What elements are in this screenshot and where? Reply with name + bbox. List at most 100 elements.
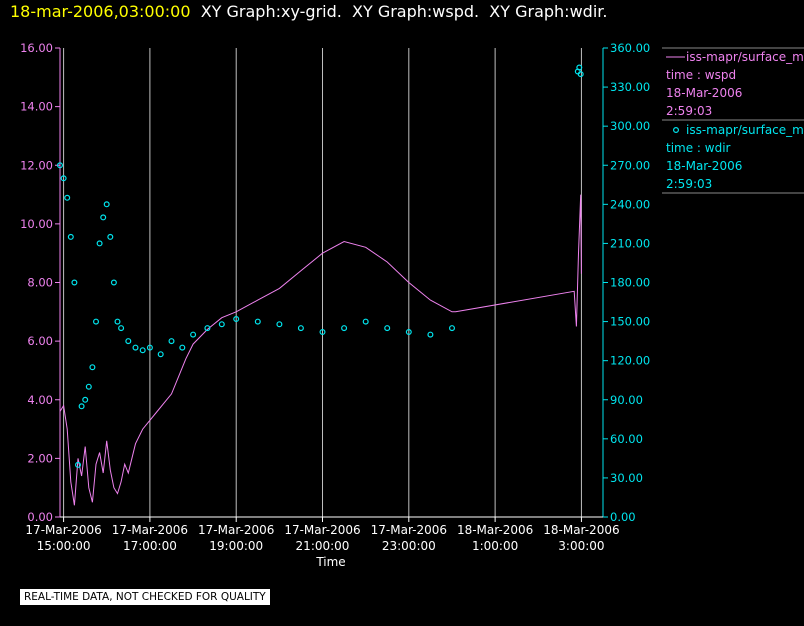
wdir-point <box>204 325 211 332</box>
wdir-series <box>56 64 584 468</box>
wdir-point <box>118 325 125 332</box>
graph-name-wdir: XY Graph:wdir. <box>489 2 608 21</box>
wdir-point <box>254 318 261 325</box>
legend-wdir-line3: 2:59:03 <box>666 177 712 191</box>
wdir-point <box>146 344 153 351</box>
legend-wdir-line1: time : wdir <box>666 141 731 155</box>
legend-wdir-series: iss-mapr/surface_m <box>686 123 804 137</box>
wdir-point <box>110 279 117 286</box>
x-tick-date: 18-Mar-2006 <box>457 523 533 537</box>
wdir-point <box>576 64 583 71</box>
wdir-point <box>100 214 107 221</box>
x-tick-date: 17-Mar-2006 <box>112 523 188 537</box>
wdir-point <box>74 461 81 468</box>
legend-wdir-line2: 18-Mar-2006 <box>666 159 742 173</box>
wdir-point <box>362 318 369 325</box>
right-tick-label: 150.00 <box>610 315 650 329</box>
left-tick-label: 2.00 <box>27 451 53 465</box>
wdir-point <box>190 331 197 338</box>
x-tick-time: 15:00:00 <box>37 539 91 553</box>
wdir-point <box>427 331 434 338</box>
legend-wspd-line2: 18-Mar-2006 <box>666 86 742 100</box>
graph-name-xy-grid: XY Graph:xy-grid. <box>200 2 342 21</box>
wdir-point <box>64 194 71 201</box>
x-tick-time: 3:00:00 <box>558 539 604 553</box>
right-tick-label: 210.00 <box>610 236 650 250</box>
wdir-point <box>132 344 139 351</box>
wdir-point <box>233 316 240 323</box>
x-tick-time: 23:00:00 <box>382 539 436 553</box>
right-tick-label: 90.00 <box>610 393 643 407</box>
wspd-series <box>59 194 582 506</box>
wdir-point <box>85 383 92 390</box>
wdir-point <box>96 240 103 247</box>
left-tick-label: 10.00 <box>20 217 53 231</box>
wdir-point <box>168 338 175 345</box>
left-tick-label: 4.00 <box>27 393 53 407</box>
right-tick-label: 180.00 <box>610 276 650 290</box>
wdir-point <box>276 321 283 328</box>
legend-wspd-line1: time : wspd <box>666 68 736 82</box>
x-axis-ticks: 17-Mar-2006 15:00:00 17-Mar-2006 17:00:00 17… <box>25 517 620 553</box>
left-tick-label: 12.00 <box>20 158 53 172</box>
wdir-point <box>89 364 96 371</box>
data-quality-notice: REAL-TIME DATA, NOT CHECKED FOR QUALITY <box>20 589 270 605</box>
left-tick-label: 0.00 <box>27 510 53 524</box>
right-tick-label: 300.00 <box>610 119 650 133</box>
wdir-point <box>341 325 348 332</box>
wdir-point <box>92 318 99 325</box>
right-tick-label: 240.00 <box>610 197 650 211</box>
x-tick-date: 18-Mar-2006 <box>543 523 619 537</box>
right-tick-label: 60.00 <box>610 432 643 446</box>
wdir-point <box>107 233 114 240</box>
x-tick-time: 19:00:00 <box>209 539 263 553</box>
wdir-point <box>405 329 412 336</box>
right-y-axis-ticks: 0.00 30.00 60.00 90.00 120.00 150.00 180.00 210… <box>603 41 650 524</box>
wdir-point <box>60 175 67 182</box>
wdir-point <box>82 396 89 403</box>
vertical-grid-lines <box>63 48 582 517</box>
wdir-point <box>218 321 225 328</box>
x-tick-date: 17-Mar-2006 <box>25 523 101 537</box>
wdir-point <box>319 329 326 336</box>
wdir-point <box>577 71 584 78</box>
x-tick-date: 17-Mar-2006 <box>284 523 360 537</box>
wdir-point <box>71 279 78 286</box>
wdir-point <box>179 344 186 351</box>
wdir-point <box>139 347 146 354</box>
wdir-point <box>157 351 164 358</box>
right-tick-label: 270.00 <box>610 158 650 172</box>
x-tick-date: 17-Mar-2006 <box>371 523 447 537</box>
x-tick-time: 17:00:00 <box>123 539 177 553</box>
wspd-line <box>59 194 582 506</box>
left-tick-label: 8.00 <box>27 276 53 290</box>
right-tick-label: 30.00 <box>610 471 643 485</box>
wdir-point <box>125 338 132 345</box>
right-tick-label: 360.00 <box>610 41 650 55</box>
wdir-point <box>449 325 456 332</box>
x-tick-time: 21:00:00 <box>296 539 350 553</box>
legend-marker-icon <box>672 126 679 133</box>
x-axis-label: Time <box>315 555 345 569</box>
wdir-point <box>297 325 304 332</box>
wdir-point <box>56 162 63 169</box>
legend-wspd-series: iss-mapr/surface_m <box>686 50 804 64</box>
x-tick-date: 17-Mar-2006 <box>198 523 274 537</box>
wdir-point <box>78 403 85 410</box>
left-y-axis-ticks: 0.00 2.00 4.00 6.00 8.00 10.00 12.00 14.00 16.00 <box>20 41 60 524</box>
x-tick-time: 1:00:00 <box>472 539 518 553</box>
right-tick-label: 120.00 <box>610 354 650 368</box>
wdir-point <box>114 318 121 325</box>
left-tick-label: 6.00 <box>27 334 53 348</box>
graph-title-bar: 18-mar-2006,03:00:00 XY Graph:xy-grid. X… <box>10 0 607 24</box>
timestamp-label: 18-mar-2006,03:00:00 <box>10 2 191 21</box>
right-tick-label: 330.00 <box>610 80 650 94</box>
graph-name-wspd: XY Graph:wspd. <box>352 2 480 21</box>
legend-wspd-line3: 2:59:03 <box>666 104 712 118</box>
left-tick-label: 16.00 <box>20 41 53 55</box>
wdir-point <box>103 201 110 208</box>
wdir-point <box>67 233 74 240</box>
wdir-point <box>384 325 391 332</box>
left-tick-label: 14.00 <box>20 100 53 114</box>
